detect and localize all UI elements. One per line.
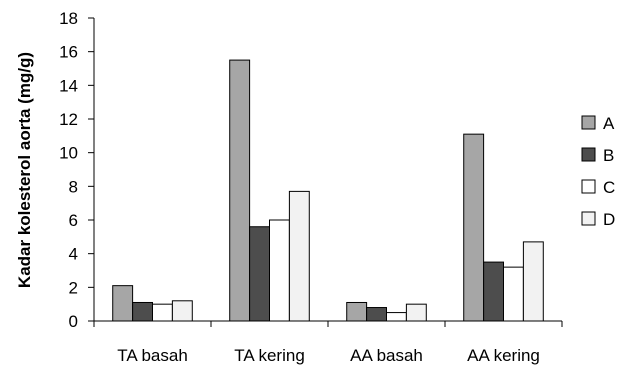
y-tick-label: 0 — [69, 312, 78, 331]
x-category-label: TA basah — [117, 346, 188, 365]
bar-A-2 — [346, 301, 368, 322]
legend-label: B — [603, 146, 614, 165]
bar-A-1 — [229, 59, 251, 322]
y-tick-label: 10 — [59, 144, 78, 163]
legend-label: A — [603, 114, 615, 133]
bar-B-0 — [132, 301, 153, 322]
legend-swatch-A — [581, 115, 596, 130]
y-tick-label: 14 — [59, 76, 78, 95]
y-tick-label: 4 — [69, 245, 78, 264]
y-tick-label: 6 — [69, 211, 78, 230]
bar-C-1 — [269, 219, 290, 322]
legend-swatch-D — [581, 211, 596, 226]
legend-swatch-C — [581, 179, 596, 194]
bar-C-3 — [503, 266, 524, 322]
bar-D-0 — [171, 300, 193, 322]
x-category-label: AA basah — [350, 346, 423, 365]
x-axis-ticks: TA basah TA kering AA basah AA kering — [93, 321, 563, 365]
bar-series-group — [112, 59, 544, 322]
bar-B-1 — [249, 226, 270, 322]
bar-A-3 — [463, 133, 485, 322]
bar-C-2 — [386, 312, 407, 322]
y-tick-label: 18 — [59, 9, 78, 28]
bar-B-3 — [483, 261, 504, 322]
bar-D-2 — [405, 303, 427, 322]
bar-C-0 — [152, 303, 173, 322]
y-axis: 0 2 4 6 8 10 12 14 16 18 — [59, 9, 95, 331]
y-axis-label: Kadar kolesterol aorta (mg/g) — [15, 52, 34, 288]
x-category-label: TA kering — [234, 346, 305, 365]
bar-B-2 — [366, 307, 387, 322]
bar-D-1 — [288, 190, 310, 322]
bar-A-0 — [112, 285, 134, 322]
bar-D-3 — [522, 241, 544, 322]
x-category-label: AA kering — [467, 346, 540, 365]
y-tick-label: 2 — [69, 278, 78, 297]
y-tick-label: 8 — [69, 177, 78, 196]
legend-label: D — [603, 210, 615, 229]
y-tick-label: 12 — [59, 110, 78, 129]
legend-swatch-B — [581, 147, 596, 162]
y-tick-label: 16 — [59, 43, 78, 62]
legend-label: C — [603, 178, 615, 197]
